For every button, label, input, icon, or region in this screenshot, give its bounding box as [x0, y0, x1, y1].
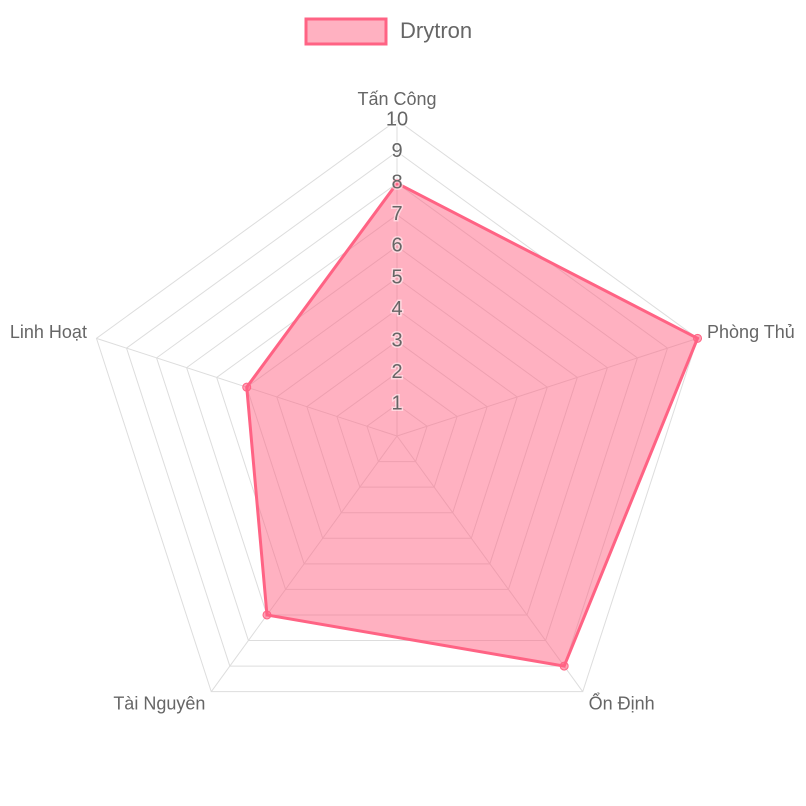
category-label: Tài Nguyên	[113, 693, 205, 713]
tick-label: 7	[391, 203, 402, 225]
category-label: Ổn Định	[589, 692, 655, 713]
category-label: Phòng Thủ	[707, 322, 795, 342]
tick-label: 1	[391, 393, 402, 415]
grid-line	[95, 119, 699, 693]
tick-label: 8	[391, 171, 402, 193]
legend: Drytron	[304, 17, 472, 46]
tick-label: 2	[391, 361, 402, 383]
tick-label: 4	[391, 298, 402, 320]
tick-label: 10	[386, 108, 408, 130]
legend-swatch	[304, 17, 388, 46]
data-point	[559, 661, 569, 671]
data-point	[242, 382, 252, 392]
tick-label: 9	[391, 140, 402, 162]
data-point	[262, 610, 272, 620]
tick-label: 6	[391, 235, 402, 257]
legend-label: Drytron	[400, 18, 472, 43]
category-label: Tấn Công	[357, 89, 436, 109]
tick-label: 3	[391, 329, 402, 351]
data-point	[693, 333, 703, 343]
tick-label: 5	[391, 266, 402, 288]
category-label: Linh Hoạt	[10, 322, 87, 342]
series-area	[245, 181, 700, 668]
data-point	[392, 178, 402, 188]
